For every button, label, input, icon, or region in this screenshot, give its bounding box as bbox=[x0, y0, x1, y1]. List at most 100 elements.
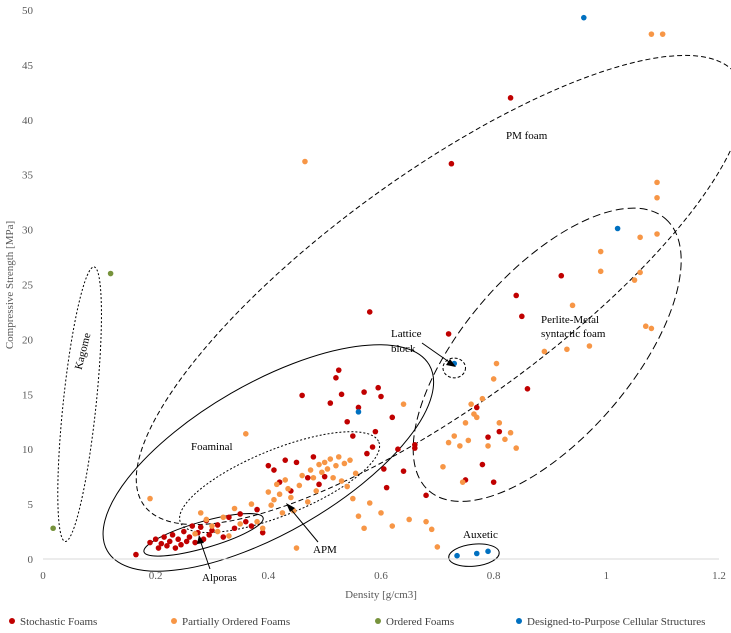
data-point bbox=[197, 510, 204, 516]
data-point bbox=[282, 477, 289, 483]
y-tick-label: 50 bbox=[22, 5, 34, 17]
legend-marker bbox=[9, 618, 15, 624]
data-point bbox=[335, 367, 342, 373]
data-point bbox=[366, 500, 373, 506]
y-tick-label: 25 bbox=[22, 280, 34, 292]
data-point bbox=[355, 404, 362, 411]
data-point bbox=[352, 470, 359, 477]
data-point bbox=[254, 518, 260, 525]
data-point bbox=[378, 393, 384, 400]
data-point bbox=[271, 496, 277, 503]
y-tick-label: 30 bbox=[22, 225, 34, 237]
data-point bbox=[423, 492, 429, 499]
data-point bbox=[152, 536, 159, 543]
data-point bbox=[341, 460, 348, 467]
data-point bbox=[375, 384, 381, 391]
data-point bbox=[479, 395, 486, 402]
data-point bbox=[237, 511, 243, 517]
data-point bbox=[181, 528, 187, 535]
data-point bbox=[330, 474, 336, 481]
data-point bbox=[166, 538, 173, 545]
y-axis-title: Compressive Strength [MPa] bbox=[4, 221, 16, 349]
region-ellipse bbox=[412, 207, 682, 502]
regions-layer bbox=[57, 54, 731, 572]
data-point bbox=[231, 505, 238, 512]
arrowhead-apm bbox=[286, 503, 295, 512]
y-tick-label: 0 bbox=[28, 554, 34, 566]
data-point bbox=[507, 429, 514, 436]
data-point bbox=[321, 473, 328, 480]
data-point bbox=[214, 528, 221, 535]
data-point bbox=[473, 414, 480, 421]
data-point bbox=[307, 467, 314, 473]
data-point bbox=[389, 523, 396, 529]
data-point bbox=[412, 445, 418, 451]
x-tick-label: 0.4 bbox=[261, 570, 275, 582]
data-point bbox=[400, 401, 407, 407]
region-ellipse bbox=[448, 543, 500, 567]
region-ellipse bbox=[102, 344, 435, 572]
data-point bbox=[451, 433, 458, 439]
legend-marker bbox=[375, 618, 381, 624]
data-point bbox=[381, 466, 387, 472]
label-alporas: Alporas bbox=[202, 572, 237, 584]
data-point bbox=[355, 513, 362, 519]
axes-layer: 0 0.2 0.4 0.6 0.8 1 1.2 0 5 10 15 20 25 30 35 40 45 50 D… bbox=[4, 5, 726, 601]
label-auxetic: Auxetic bbox=[463, 529, 498, 541]
data-point bbox=[147, 539, 153, 546]
data-point bbox=[493, 360, 500, 367]
data-point bbox=[259, 525, 266, 532]
legend-label: Designed-to-Purpose Cellular Structures bbox=[527, 616, 705, 628]
label-foaminal: Foaminal bbox=[191, 441, 233, 453]
x-axis-title: Density [g/cm3] bbox=[345, 589, 417, 601]
region-ellipse bbox=[135, 54, 731, 526]
data-point bbox=[338, 391, 345, 398]
data-point bbox=[192, 530, 198, 537]
data-point bbox=[423, 518, 429, 525]
data-point bbox=[631, 277, 638, 283]
data-point bbox=[310, 474, 317, 481]
data-point bbox=[282, 457, 289, 463]
data-point bbox=[473, 550, 480, 557]
data-point bbox=[454, 552, 460, 559]
data-point bbox=[558, 272, 565, 279]
legend: Stochastic Foams Partially Ordered Foams O… bbox=[9, 616, 705, 628]
label-apm: APM bbox=[313, 544, 337, 556]
data-point bbox=[496, 420, 503, 426]
data-point bbox=[50, 525, 56, 532]
data-point bbox=[496, 428, 503, 435]
data-point bbox=[648, 31, 655, 37]
data-point bbox=[465, 437, 472, 444]
data-point bbox=[248, 501, 255, 507]
data-point bbox=[161, 534, 167, 540]
data-point bbox=[192, 539, 198, 546]
data-point bbox=[293, 545, 300, 551]
data-point bbox=[344, 418, 351, 425]
arrow-apm bbox=[288, 506, 319, 543]
x-tick-label: 1 bbox=[604, 570, 610, 582]
data-point bbox=[445, 331, 452, 337]
data-point bbox=[369, 444, 376, 450]
data-point bbox=[468, 401, 474, 407]
data-point bbox=[175, 536, 181, 543]
data-point bbox=[355, 409, 362, 415]
data-point bbox=[265, 489, 272, 495]
data-point bbox=[259, 529, 266, 536]
data-point bbox=[327, 456, 334, 462]
data-point bbox=[445, 439, 452, 446]
data-point bbox=[434, 544, 441, 550]
data-point bbox=[637, 269, 643, 276]
data-point bbox=[293, 459, 300, 466]
data-point bbox=[333, 462, 339, 469]
data-point bbox=[524, 386, 531, 392]
data-point bbox=[383, 484, 390, 491]
data-point bbox=[169, 532, 176, 538]
legend-label: Ordered Foams bbox=[386, 616, 454, 628]
data-point bbox=[485, 434, 491, 440]
data-point bbox=[581, 14, 587, 21]
data-point bbox=[507, 95, 514, 101]
data-point bbox=[654, 194, 660, 201]
data-point bbox=[302, 158, 308, 165]
data-point bbox=[344, 483, 351, 490]
data-point bbox=[428, 526, 435, 533]
